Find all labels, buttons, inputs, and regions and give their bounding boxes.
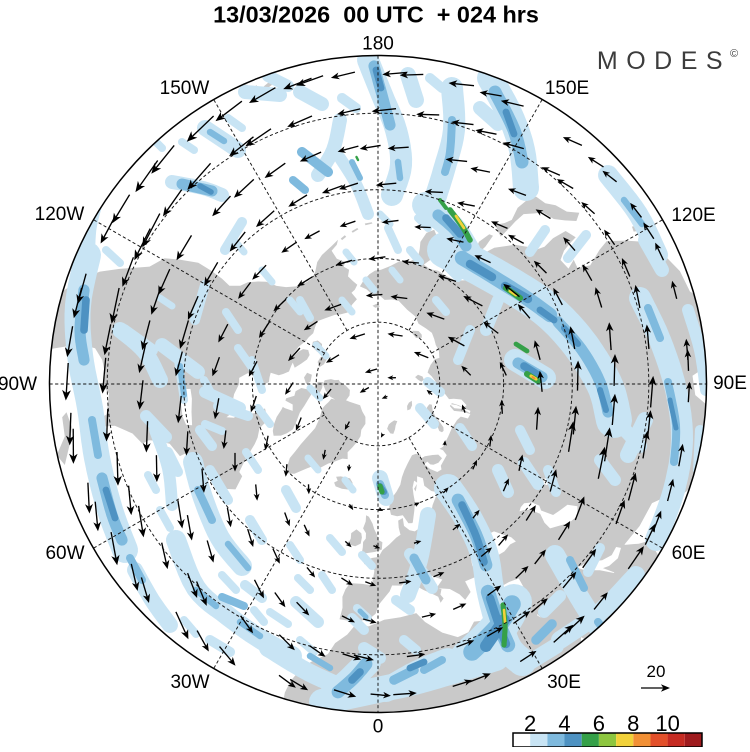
svg-text:60W: 60W xyxy=(45,543,84,564)
svg-text:90W: 90W xyxy=(0,374,37,395)
svg-text:30E: 30E xyxy=(547,672,581,693)
svg-text:120E: 120E xyxy=(671,205,715,226)
svg-text:8: 8 xyxy=(627,711,639,736)
svg-text:150W: 150W xyxy=(160,78,210,99)
svg-text:MODES: MODES xyxy=(597,47,731,75)
svg-text:©: © xyxy=(730,48,738,60)
svg-text:10: 10 xyxy=(655,711,679,736)
svg-text:30W: 30W xyxy=(170,672,209,693)
svg-text:4: 4 xyxy=(558,711,570,736)
svg-text:180: 180 xyxy=(362,34,394,55)
svg-text:6: 6 xyxy=(593,711,605,736)
svg-text:13/03/2026 00 UTC + 024 hrs: 13/03/2026 00 UTC + 024 hrs xyxy=(213,2,539,28)
svg-text:120W: 120W xyxy=(35,204,85,225)
svg-text:60E: 60E xyxy=(672,543,706,564)
svg-text:20: 20 xyxy=(647,662,666,681)
svg-text:0: 0 xyxy=(373,717,384,738)
svg-text:90E: 90E xyxy=(713,373,747,394)
svg-text:150E: 150E xyxy=(545,78,589,99)
svg-text:2: 2 xyxy=(524,711,536,736)
